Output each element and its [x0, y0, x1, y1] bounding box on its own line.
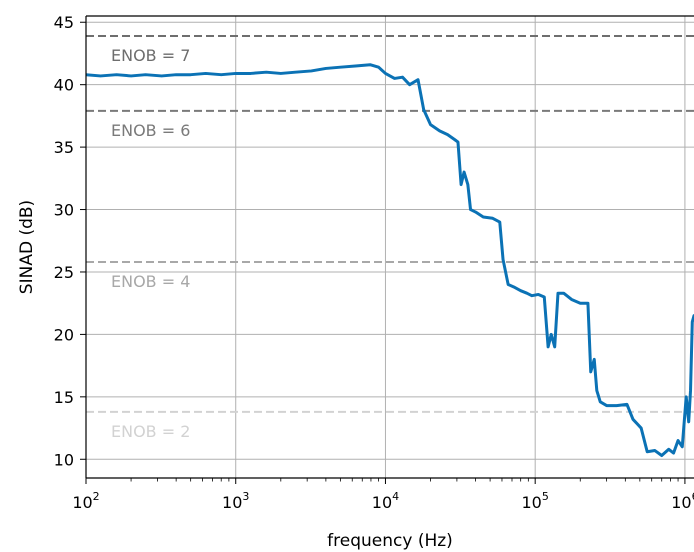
grid-lines [86, 16, 694, 478]
enob-reference-labels: ENOB = 7 ENOB = 6 ENOB = 4 ENOB = 2 [111, 46, 190, 441]
plot-background [86, 16, 694, 478]
plot-frame [85, 15, 694, 479]
enob-reference-label: ENOB = 2 [111, 422, 190, 441]
y-axis-ticks: 10 15 20 25 30 35 40 45 [54, 13, 86, 469]
y-tick-label: 35 [54, 138, 74, 157]
y-tick-label: 20 [54, 325, 74, 344]
y-tick-label: 40 [54, 76, 74, 95]
x-axis-ticks: 102 103 104 105 106 [72, 478, 694, 512]
x-tick-label: 104 [372, 490, 399, 512]
x-tick-label: 105 [522, 490, 549, 512]
y-tick-label: 10 [54, 450, 74, 469]
enob-reference-label: ENOB = 6 [111, 121, 190, 140]
y-tick-label: 30 [54, 201, 74, 220]
enob-reference-label: ENOB = 4 [111, 272, 190, 291]
enob-reference-label: ENOB = 7 [111, 46, 190, 65]
x-tick-label: 106 [671, 490, 694, 512]
x-axis-label: frequency (Hz) [327, 531, 453, 551]
y-tick-label: 15 [54, 388, 74, 407]
sinad-series-line [86, 63, 694, 458]
y-tick-label: 45 [54, 13, 74, 32]
x-tick-label: 102 [72, 490, 99, 512]
y-axis-label: SINAD (dB) [17, 200, 37, 294]
series-lines [86, 63, 694, 458]
x-tick-label: 103 [222, 490, 249, 512]
enob-reference-lines [86, 34, 694, 413]
y-tick-label: 25 [54, 263, 74, 282]
